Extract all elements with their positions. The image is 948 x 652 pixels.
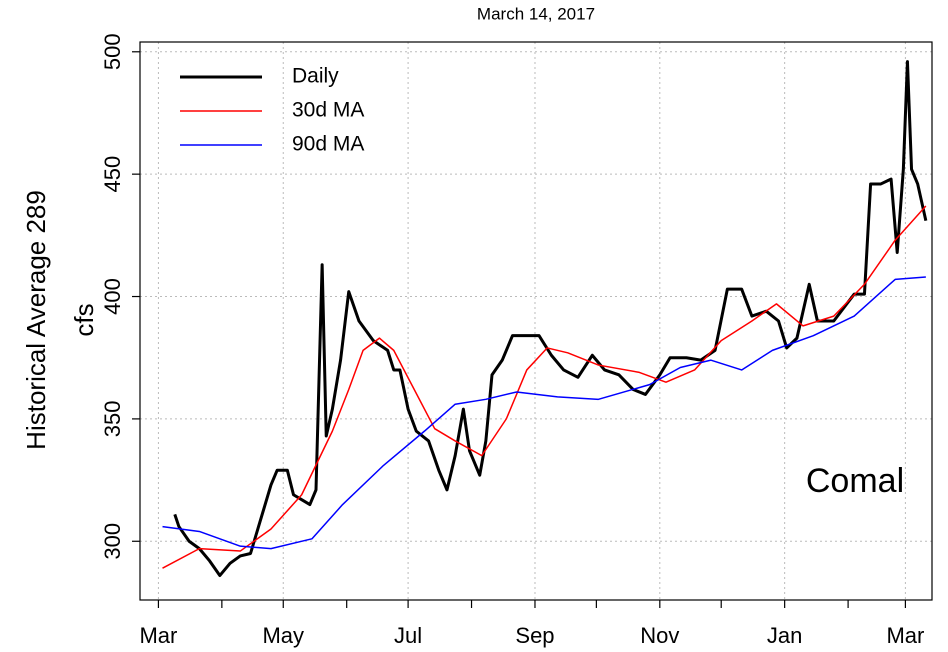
annotation: Comal <box>806 462 904 500</box>
series-line <box>173 60 928 578</box>
x-tick-label: Sep <box>515 623 554 648</box>
y-tick-label: 400 <box>100 278 125 315</box>
x-tick-label: Jan <box>767 623 802 648</box>
series-line <box>162 276 926 550</box>
plot-frame <box>139 41 933 601</box>
legend-label: Daily <box>292 65 339 88</box>
chart-title: March 14, 2017 <box>477 4 595 23</box>
x-tick-label: Mar <box>886 623 924 648</box>
legend-label: 90d MA <box>292 133 364 156</box>
x-tick-label: Mar <box>139 623 177 648</box>
x-tick-label: May <box>262 623 304 648</box>
y-tick-label: 300 <box>100 523 125 560</box>
y-axis-label: cfs <box>69 303 99 336</box>
x-tick-label: Nov <box>640 623 679 648</box>
y-tick-label: 450 <box>100 156 125 193</box>
y-tick-label: 350 <box>100 401 125 438</box>
legend-label: 30d MA <box>292 99 364 122</box>
series-line <box>162 205 927 569</box>
y-tick-label: 500 <box>100 33 125 70</box>
y-axis-label: Historical Average 289 <box>21 190 51 450</box>
x-tick-label: Jul <box>394 623 422 648</box>
